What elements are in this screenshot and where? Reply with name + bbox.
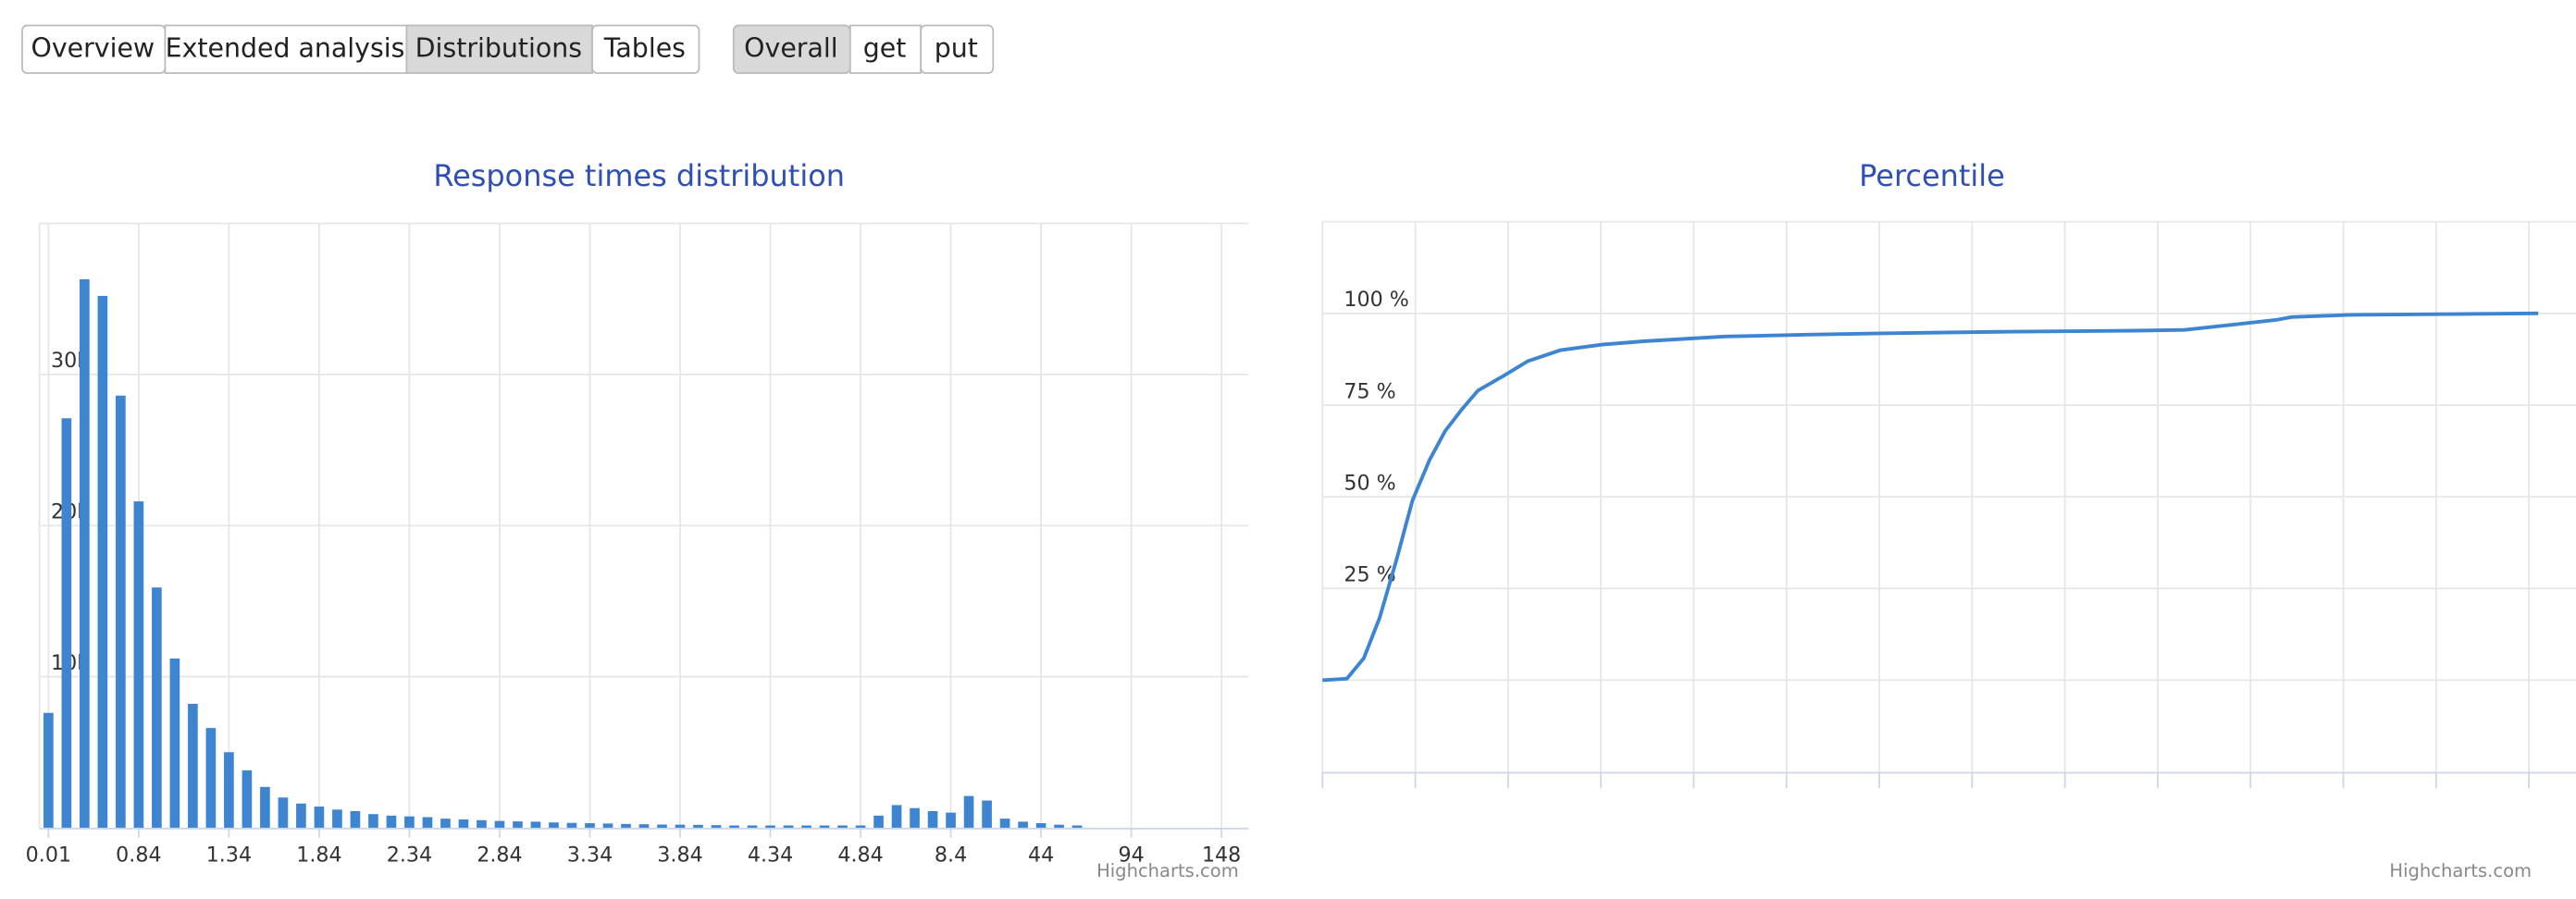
bar [43,712,54,828]
bar [621,823,631,828]
bar [1035,823,1046,828]
bar [999,819,1010,828]
bar [260,786,270,828]
bar [314,807,325,828]
bar [801,825,811,828]
x-tick-label: 0.84 [116,844,161,868]
tab-label[interactable]: Overview [31,32,155,63]
bar [566,822,577,828]
line [1322,311,2539,683]
bar [585,823,595,828]
bar [188,703,198,828]
bar [891,805,902,828]
bar [386,815,397,828]
bar [169,658,180,828]
x-tick-label: 4.84 [837,844,883,868]
bar [97,295,108,828]
bar [1018,821,1028,828]
bar [205,728,217,828]
x-tick-label: 1.84 [296,844,341,868]
bar [873,815,884,828]
bar [1071,825,1083,828]
bar [332,809,342,828]
tab-label[interactable]: get [863,32,907,63]
tab-button[interactable] [164,24,408,74]
bar [549,822,559,828]
chart-title: Response times distribution [433,158,845,193]
bar [513,821,523,828]
x-tick-label: 8.4 [935,844,967,868]
tab-label[interactable]: Tables [603,32,686,63]
bar [296,803,306,828]
bar [530,821,541,828]
bar [819,825,830,828]
bar [638,824,650,828]
x-tick-label: 0.01 [26,844,71,868]
bar [927,810,938,828]
bar [910,807,920,828]
bar [837,825,848,828]
bar [350,810,361,828]
bar [711,825,722,828]
bar [152,587,162,828]
credits: Highcharts.com [1096,860,1239,881]
tab-label[interactable]: put [935,32,978,63]
tab-button[interactable] [920,24,995,74]
tab-button[interactable] [591,24,700,74]
x-tick-label: 94 [1118,844,1144,868]
y-tick-label: 25 % [1344,563,1395,587]
x-tick-label: 2.84 [477,844,522,868]
bar [61,418,72,828]
x-tick-label: 2.34 [387,844,432,868]
chart-title: Percentile [1859,158,2005,193]
bar [657,824,667,828]
y-tick-label: 50 % [1344,471,1395,495]
tab-label[interactable]: Extended analysis [166,32,405,63]
bar [602,823,613,828]
bar [693,824,703,828]
bar [783,825,794,828]
bar [242,770,253,828]
bar [278,797,289,828]
bar [765,825,775,828]
tab-label[interactable]: Overall [744,32,837,63]
bar [855,825,866,828]
bar [675,824,686,828]
tab-label[interactable]: Distributions [415,32,582,63]
bar [747,825,758,828]
bar [440,819,451,828]
bar [982,800,992,828]
bar [963,795,974,828]
bar [404,816,415,828]
bar [368,814,378,828]
x-tick-label: 44 [1028,844,1054,868]
bar [1054,824,1064,828]
credits: Highcharts.com [2389,860,2532,881]
bar [133,501,144,828]
x-tick-label: 3.84 [657,844,702,868]
y-tick-label: 75 % [1344,379,1395,403]
bar [477,819,487,828]
bar [729,825,739,828]
bar [494,820,505,828]
x-tick-label: 4.34 [748,844,793,868]
bar [422,817,433,828]
x-tick-label: 3.34 [567,844,613,868]
bar [946,812,956,828]
bar [224,752,234,828]
x-tick-label: 148 [1202,844,1241,868]
bar [116,395,126,828]
bar [458,819,469,828]
x-tick-label: 1.34 [206,844,252,868]
bar [80,278,90,828]
y-tick-label: 100 % [1344,288,1408,312]
